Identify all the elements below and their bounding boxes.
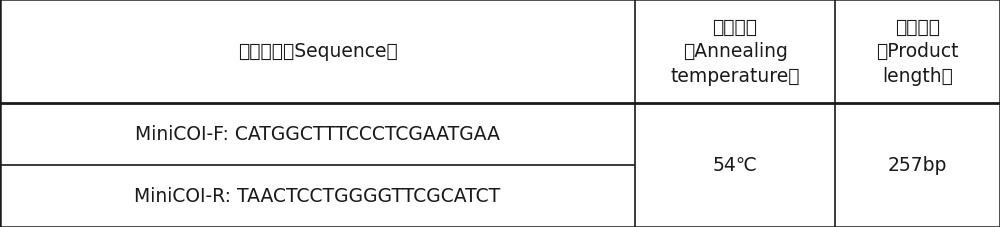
Text: 引物序列（Sequence）: 引物序列（Sequence） — [238, 42, 397, 61]
Text: 257bp: 257bp — [888, 156, 947, 175]
Text: 产物长度
（Product
length）: 产物长度 （Product length） — [876, 18, 959, 85]
Text: 54℃: 54℃ — [713, 156, 757, 175]
Text: MiniCOI-F: CATGGCTTTCCCTCGAATGAA: MiniCOI-F: CATGGCTTTCCCTCGAATGAA — [135, 125, 500, 144]
Text: 退火温度
（Annealing
temperature）: 退火温度 （Annealing temperature） — [670, 18, 800, 85]
Text: MiniCOI-R: TAACTCCTGGGGTTCGCATCT: MiniCOI-R: TAACTCCTGGGGTTCGCATCT — [134, 187, 501, 205]
